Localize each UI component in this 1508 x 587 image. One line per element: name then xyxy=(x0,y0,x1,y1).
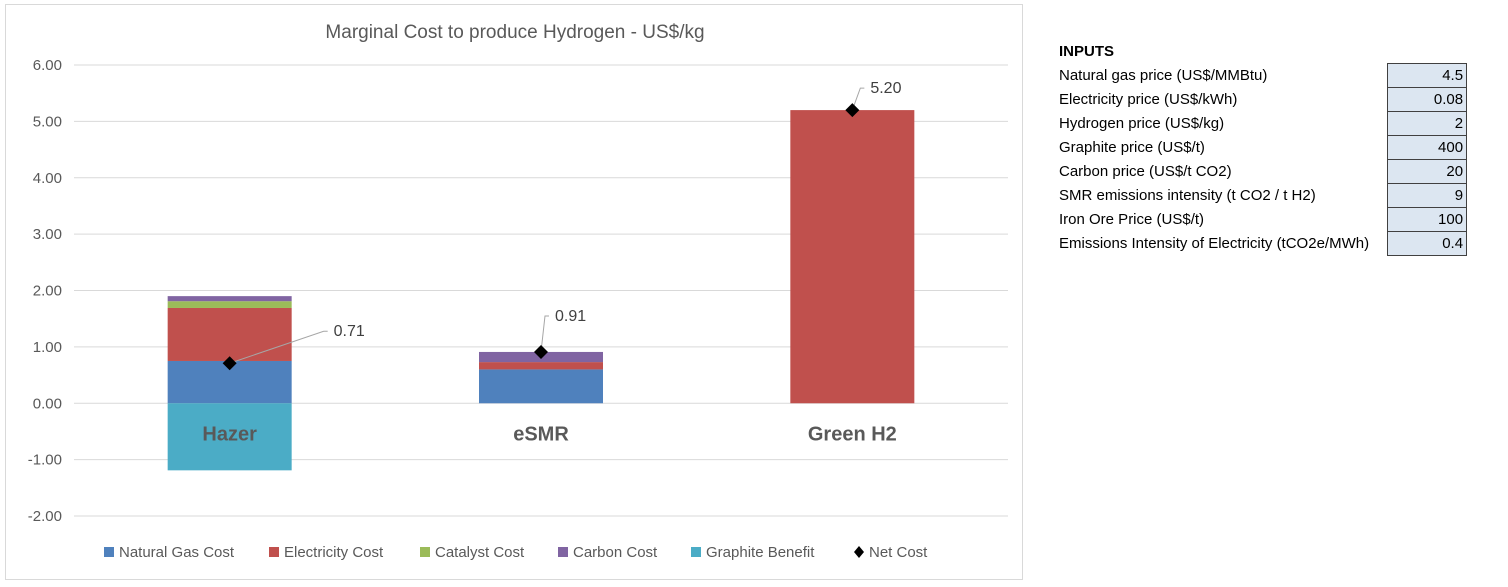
category-label: eSMR xyxy=(513,423,569,445)
y-tick-label: 0.00 xyxy=(33,395,62,412)
input-row: Electricity price (US$/kWh) 0.08 xyxy=(1055,87,1468,112)
input-label: Hydrogen price (US$/kg) xyxy=(1059,115,1225,132)
y-tick-label: -1.00 xyxy=(28,452,62,469)
input-label: SMR emissions intensity (t CO2 / t H2) xyxy=(1059,187,1316,204)
legend-swatch xyxy=(691,547,701,557)
input-row: Natural gas price (US$/MMBtu) 4.5 xyxy=(1055,63,1468,88)
bar-segment xyxy=(167,403,292,471)
input-row: Emissions Intensity of Electricity (tCO2… xyxy=(1055,231,1468,256)
inputs-table: INPUTS Natural gas price (US$/MMBtu) 4.5 E… xyxy=(1055,40,1468,256)
chart-title: Marginal Cost to produce Hydrogen - US$/… xyxy=(325,22,704,43)
net-cost-marker xyxy=(845,103,860,118)
input-label: Carbon price (US$/t CO2) xyxy=(1059,163,1232,180)
bar-segment xyxy=(167,307,292,361)
chart-svg: Marginal Cost to produce Hydrogen - US$/… xyxy=(28,22,1008,561)
legend-swatch xyxy=(854,546,864,558)
bar-segment xyxy=(167,301,292,308)
input-row: SMR emissions intensity (t CO2 / t H2) 9 xyxy=(1055,183,1468,208)
y-tick-label: -2.00 xyxy=(28,508,62,525)
y-tick-label: 4.00 xyxy=(33,170,62,187)
input-value-cell[interactable]: 0.08 xyxy=(1387,87,1468,112)
leader-line xyxy=(540,315,549,353)
net-cost-marker xyxy=(222,356,237,371)
legend-label: Catalyst Cost xyxy=(435,544,525,561)
input-value-cell[interactable]: 100 xyxy=(1387,207,1468,232)
input-value-cell[interactable]: 9 xyxy=(1387,183,1468,208)
inputs-panel: INPUTS Natural gas price (US$/MMBtu) 4.5 E… xyxy=(1055,40,1468,256)
input-label: Graphite price (US$/t) xyxy=(1059,139,1205,156)
net-cost-label: 0.91 xyxy=(555,308,586,325)
y-tick-label: 1.00 xyxy=(33,339,62,356)
bar-segment xyxy=(790,110,915,404)
legend-swatch xyxy=(104,547,114,557)
legend-swatch xyxy=(269,547,279,557)
bar-segment xyxy=(167,296,292,302)
legend-label: Net Cost xyxy=(869,544,928,561)
input-row: Hydrogen price (US$/kg) 2 xyxy=(1055,111,1468,136)
input-label: Natural gas price (US$/MMBtu) xyxy=(1059,67,1268,84)
input-row: Carbon price (US$/t CO2) 20 xyxy=(1055,159,1468,184)
legend-label: Natural Gas Cost xyxy=(119,544,235,561)
bar-segment xyxy=(479,362,603,370)
input-value-cell[interactable]: 400 xyxy=(1387,135,1468,160)
legend-swatch xyxy=(558,547,568,557)
net-cost-label: 0.71 xyxy=(334,323,365,340)
legend-swatch xyxy=(420,547,430,557)
input-row: Iron Ore Price (US$/t) 100 xyxy=(1055,207,1468,232)
legend-label: Graphite Benefit xyxy=(706,544,815,561)
input-label: Electricity price (US$/kWh) xyxy=(1059,91,1238,108)
input-value-cell[interactable]: 0.4 xyxy=(1387,231,1468,256)
y-tick-label: 2.00 xyxy=(33,283,62,300)
inputs-title: INPUTS xyxy=(1059,43,1115,61)
input-value-cell[interactable]: 4.5 xyxy=(1387,63,1468,88)
category-label: Hazer xyxy=(202,423,257,445)
input-label: Iron Ore Price (US$/t) xyxy=(1059,211,1205,228)
leader-line xyxy=(851,87,865,111)
category-label: Green H2 xyxy=(808,423,897,445)
y-tick-label: 5.00 xyxy=(33,113,62,130)
y-tick-label: 3.00 xyxy=(33,226,62,243)
y-tick-label: 6.00 xyxy=(33,57,62,74)
input-label: Emissions Intensity of Electricity (tCO2… xyxy=(1059,235,1370,252)
input-value-cell[interactable]: 20 xyxy=(1387,159,1468,184)
input-row: Graphite price (US$/t) 400 xyxy=(1055,135,1468,160)
input-value-cell[interactable]: 2 xyxy=(1387,111,1468,136)
net-cost-label: 5.20 xyxy=(870,80,901,97)
leader-line xyxy=(229,330,328,364)
inputs-header-row: INPUTS xyxy=(1055,40,1467,64)
chart-area: Marginal Cost to produce Hydrogen - US$/… xyxy=(5,4,1023,580)
net-cost-marker xyxy=(534,344,548,359)
bar-segment xyxy=(479,369,603,404)
legend-label: Carbon Cost xyxy=(573,544,658,561)
legend-label: Electricity Cost xyxy=(284,544,384,561)
